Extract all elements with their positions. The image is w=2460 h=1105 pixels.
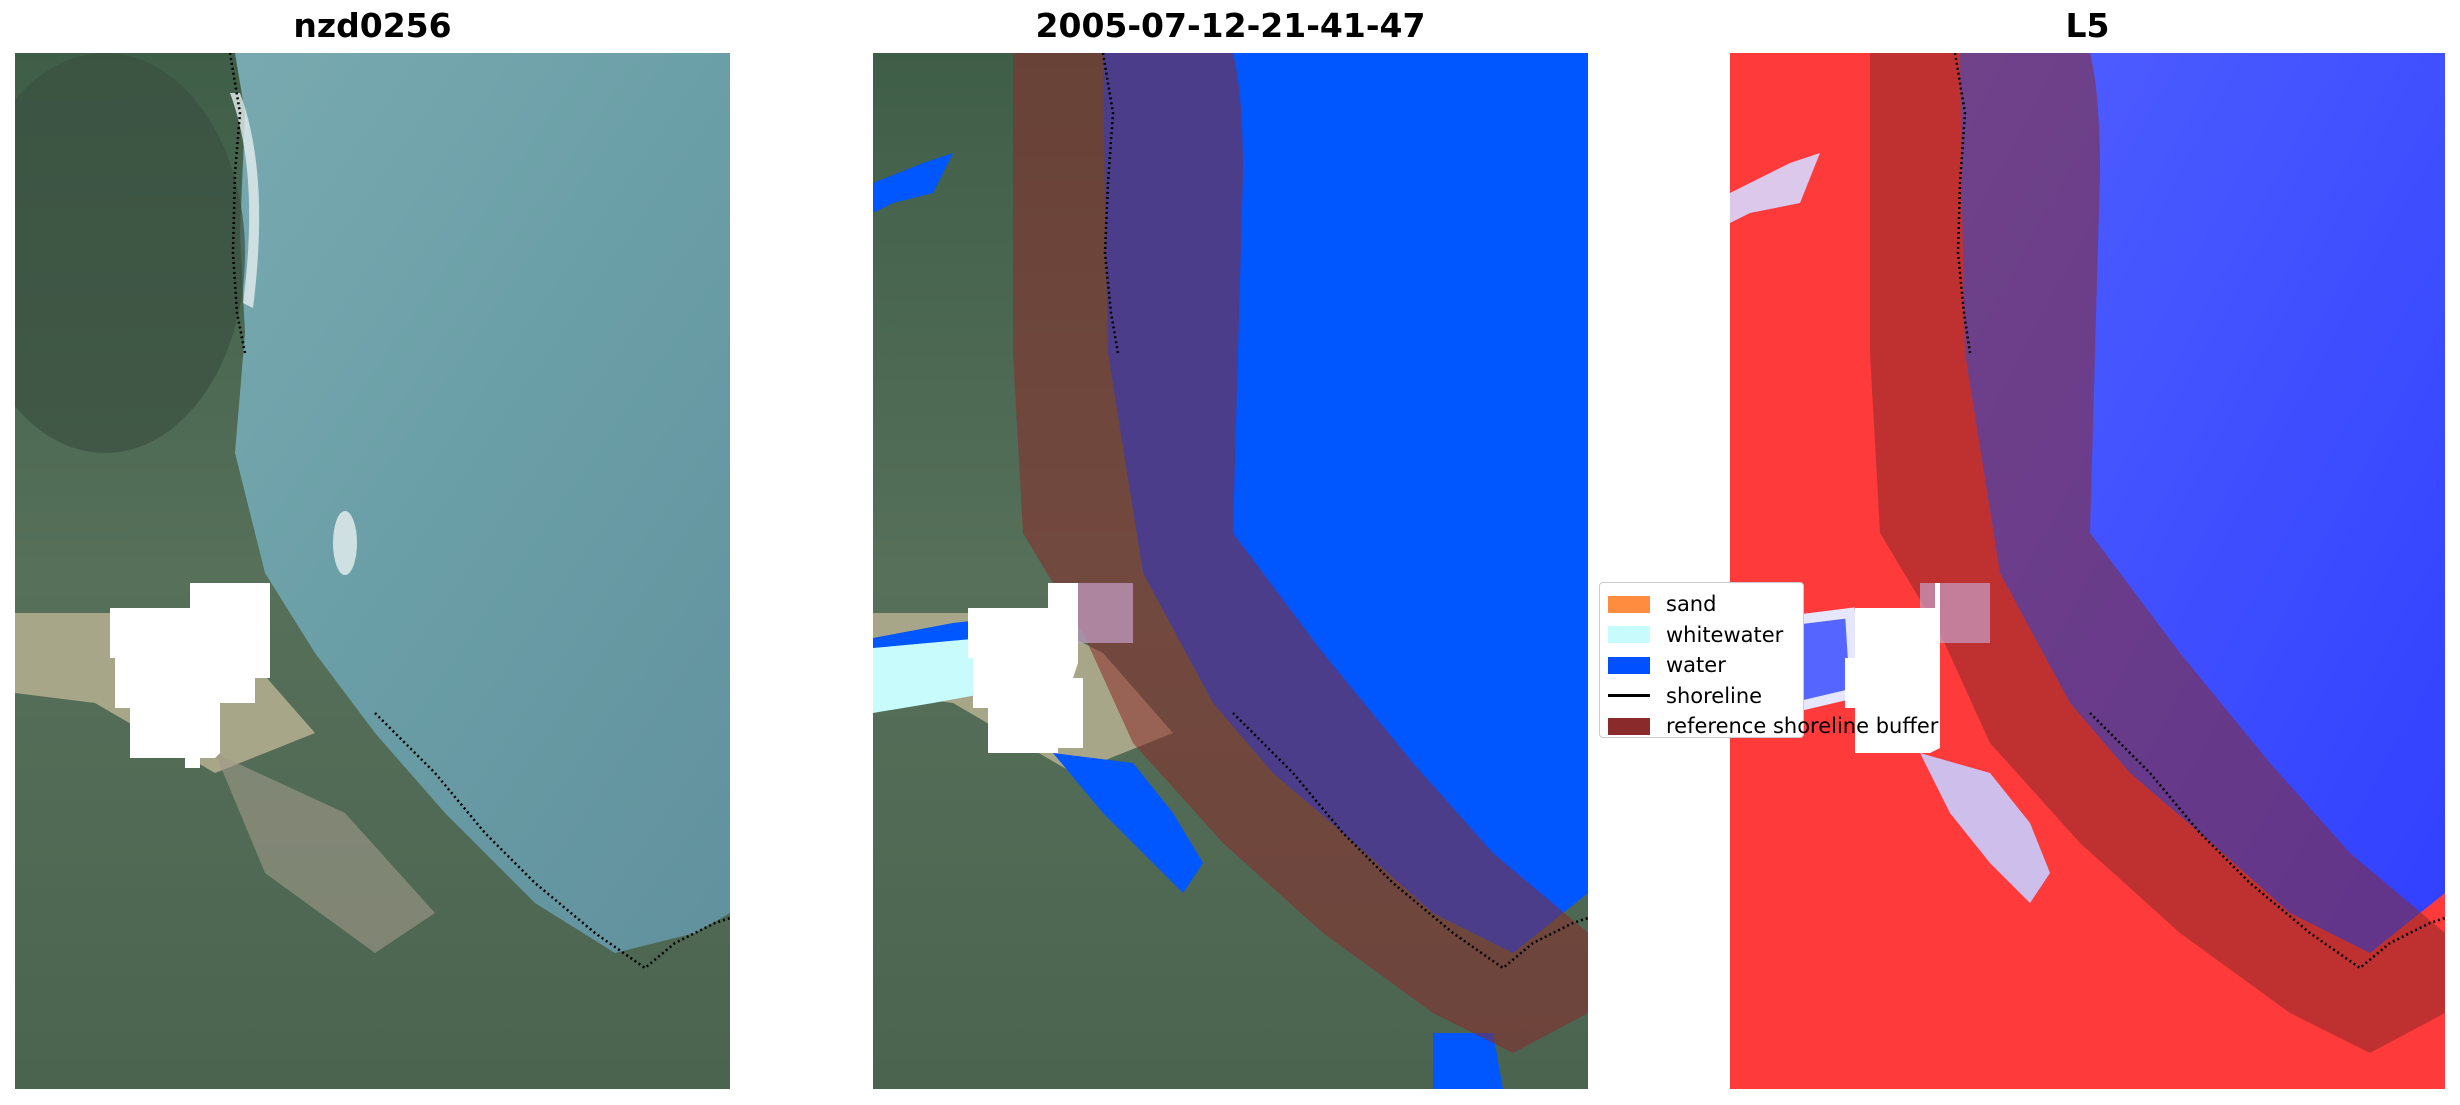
shoreline xyxy=(1953,53,2445,970)
index-panel xyxy=(1730,53,2445,1089)
water-class-bottom xyxy=(1433,1033,1503,1089)
whitewater-class xyxy=(873,638,988,713)
legend: sand whitewater water shoreline referenc… xyxy=(1599,582,1938,738)
legend-swatch-whitewater xyxy=(1608,626,1650,644)
river-edge xyxy=(1730,607,1861,719)
legend-swatch-sand xyxy=(1608,595,1650,613)
classification-image xyxy=(873,53,1588,1089)
panel-title-classification: 2005-07-12-21-41-47 xyxy=(1035,6,1426,45)
surf-line xyxy=(230,93,260,308)
legend-item-shoreline: shoreline xyxy=(1608,681,1795,712)
legend-item-sand: sand xyxy=(1608,589,1795,620)
panel-title-rgb: nzd0256 xyxy=(293,6,452,45)
legend-label-shoreline: shoreline xyxy=(1666,683,1763,708)
panel-title-index: L5 xyxy=(2065,6,2110,45)
water-class-stream xyxy=(1053,753,1203,893)
legend-label-sand: sand xyxy=(1666,592,1717,617)
transition-zone-left xyxy=(1730,153,1820,223)
legend-swatch-buffer xyxy=(1608,717,1650,735)
rgb-image-panel xyxy=(15,53,730,1089)
dark-vegetation xyxy=(15,53,245,453)
classification-panel xyxy=(873,53,1588,1089)
rocky-slope xyxy=(215,753,435,953)
shoreline xyxy=(1101,53,1588,970)
cloud-mask xyxy=(1845,583,1940,753)
legend-swatch-water xyxy=(1608,656,1650,674)
legend-swatch-shoreline xyxy=(1608,694,1650,698)
legend-item-whitewater: whitewater xyxy=(1608,620,1795,651)
legend-label-water: water xyxy=(1666,653,1726,678)
legend-item-water: water xyxy=(1608,650,1795,681)
legend-item-buffer: reference shoreline buffer xyxy=(1608,711,1938,742)
rgb-image xyxy=(15,53,730,1089)
whitewater-spot xyxy=(333,511,357,575)
cloud-mask xyxy=(110,583,270,768)
index-image xyxy=(1730,53,2445,1089)
cloud-mask xyxy=(968,583,1083,753)
legend-label-whitewater: whitewater xyxy=(1666,622,1784,647)
transition-zone-stream xyxy=(1920,753,2050,903)
legend-label-buffer: reference shoreline buffer xyxy=(1666,714,1939,739)
water-class-left xyxy=(873,153,953,213)
reference-shoreline-buffer xyxy=(1870,53,2445,1053)
shoreline xyxy=(228,53,730,970)
reference-shoreline-buffer xyxy=(1013,53,1588,1053)
